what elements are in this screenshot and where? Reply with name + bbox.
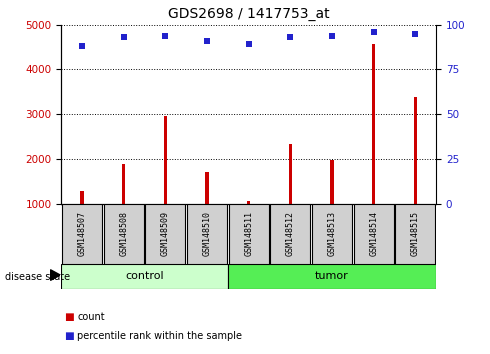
Text: GSM148511: GSM148511 <box>244 211 253 256</box>
Bar <box>80 191 84 204</box>
Bar <box>247 201 250 204</box>
Text: control: control <box>125 271 164 281</box>
Bar <box>372 45 375 204</box>
Point <box>412 31 419 36</box>
Bar <box>122 164 125 204</box>
Point <box>286 34 294 40</box>
Bar <box>228 264 436 289</box>
Bar <box>312 204 352 264</box>
Text: GSM148515: GSM148515 <box>411 211 420 256</box>
Bar <box>205 172 209 204</box>
Bar <box>104 204 144 264</box>
Bar <box>395 204 435 264</box>
Bar <box>289 144 292 204</box>
Bar <box>62 204 102 264</box>
Text: tumor: tumor <box>315 271 349 281</box>
Bar <box>164 115 167 204</box>
Text: disease state: disease state <box>5 272 70 282</box>
Bar <box>229 204 269 264</box>
Text: GSM148509: GSM148509 <box>161 211 170 256</box>
Bar <box>414 97 417 204</box>
Bar <box>330 160 334 204</box>
Point <box>370 29 378 35</box>
Bar <box>187 204 227 264</box>
Bar <box>61 264 228 289</box>
Text: GSM148510: GSM148510 <box>202 211 212 256</box>
Text: ■: ■ <box>64 331 74 341</box>
Bar <box>270 204 310 264</box>
Point <box>78 44 86 49</box>
Text: GSM148513: GSM148513 <box>327 211 337 256</box>
Text: count: count <box>77 312 105 322</box>
Point <box>328 33 336 38</box>
Point <box>245 42 253 47</box>
Text: GSM148507: GSM148507 <box>77 211 87 256</box>
Point <box>162 33 170 38</box>
Text: GSM148508: GSM148508 <box>119 211 128 256</box>
Point <box>120 34 127 40</box>
Text: GSM148514: GSM148514 <box>369 211 378 256</box>
Bar <box>146 204 185 264</box>
Point <box>203 38 211 44</box>
Text: percentile rank within the sample: percentile rank within the sample <box>77 331 243 341</box>
Text: GSM148512: GSM148512 <box>286 211 295 256</box>
Title: GDS2698 / 1417753_at: GDS2698 / 1417753_at <box>168 7 329 21</box>
Bar <box>354 204 393 264</box>
Text: ■: ■ <box>64 312 74 322</box>
Polygon shape <box>50 270 60 280</box>
